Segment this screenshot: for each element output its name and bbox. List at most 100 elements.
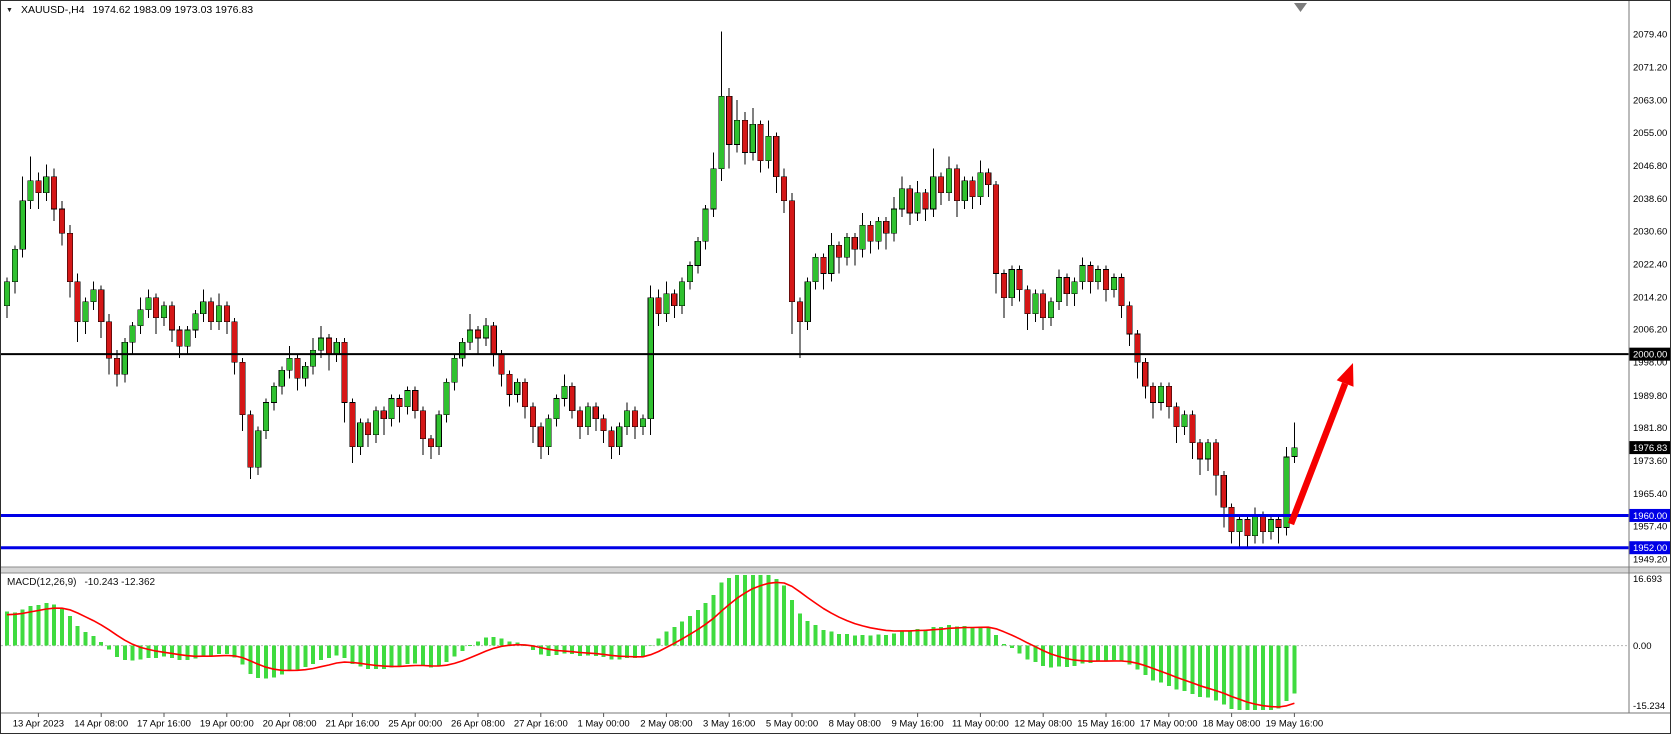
price-tag-2000.00: 2000.00 bbox=[1629, 347, 1670, 361]
candle bbox=[576, 410, 584, 428]
macd-bar bbox=[162, 645, 166, 657]
macd-bar bbox=[468, 645, 473, 646]
candle bbox=[372, 410, 380, 436]
symbol-period-text: XAUUSD-,H4 bbox=[20, 4, 85, 16]
macd-bar bbox=[279, 645, 284, 675]
macd-bar bbox=[994, 635, 999, 646]
candle bbox=[718, 95, 725, 169]
macd-bar bbox=[319, 645, 323, 660]
macd-name: MACD(12,26,9) bbox=[7, 577, 77, 588]
symbol-dropdown-icon[interactable]: ▼ bbox=[6, 6, 13, 14]
macd-bar bbox=[169, 645, 174, 658]
macd-bar bbox=[1166, 645, 1171, 686]
candle bbox=[969, 180, 976, 198]
candle bbox=[82, 301, 89, 323]
macd-tick-label: 16.693 bbox=[1633, 574, 1662, 585]
candle bbox=[1228, 507, 1235, 532]
candle bbox=[859, 224, 866, 250]
trend-arrow-head[interactable] bbox=[1336, 363, 1354, 387]
macd-bar bbox=[366, 645, 371, 670]
macd-bar bbox=[829, 631, 834, 646]
time-tick-label: 1 May 00:00 bbox=[577, 719, 629, 730]
candle bbox=[655, 297, 662, 315]
time-tick-label: 13 Apr 2023 bbox=[13, 719, 64, 730]
macd-bar bbox=[358, 645, 363, 667]
macd-bar bbox=[742, 574, 747, 646]
macd-bar bbox=[1245, 645, 1250, 710]
macd-bar bbox=[931, 627, 936, 646]
macd-bar bbox=[672, 626, 677, 646]
svg-text:1960.00: 1960.00 bbox=[1633, 511, 1667, 522]
candle bbox=[467, 329, 474, 343]
time-tick-label: 12 May 08:00 bbox=[1014, 719, 1072, 730]
macd-bar bbox=[20, 609, 25, 646]
price-tick-label: 2055.00 bbox=[1633, 128, 1667, 139]
candle bbox=[1024, 289, 1031, 315]
macd-bar bbox=[1151, 645, 1156, 681]
macd-bar bbox=[648, 645, 653, 647]
macd-bar bbox=[146, 645, 151, 658]
macd-bar bbox=[452, 645, 457, 657]
macd-bar bbox=[1261, 645, 1265, 710]
candle bbox=[1275, 519, 1282, 528]
macd-bar bbox=[428, 645, 433, 668]
candle bbox=[616, 426, 623, 448]
macd-indicator-label: MACD(12,26,9) -10.243 -12.362 bbox=[7, 577, 155, 588]
price-tick-label: 1973.60 bbox=[1633, 456, 1667, 467]
macd-bar bbox=[1119, 645, 1124, 662]
macd-bar bbox=[499, 638, 504, 646]
macd-bar bbox=[821, 629, 826, 646]
macd-bar bbox=[719, 582, 724, 646]
price-tick-label: 1965.40 bbox=[1633, 489, 1667, 500]
macd-bar bbox=[1284, 645, 1289, 701]
pane-splitter[interactable] bbox=[1, 567, 1671, 573]
price-tick-label: 1998.00 bbox=[1633, 358, 1667, 369]
candle bbox=[11, 249, 18, 282]
candle bbox=[168, 305, 175, 331]
macd-bar bbox=[107, 645, 112, 650]
macd-bar bbox=[1001, 643, 1006, 646]
candle bbox=[19, 200, 26, 250]
price-axis[interactable]: 2079.40 2071.20 2063.00 2055.00 2046.80 2038.… bbox=[1633, 30, 1667, 713]
candle bbox=[51, 176, 58, 210]
macd-tick-label: 0.00 bbox=[1633, 641, 1652, 652]
candle bbox=[74, 281, 81, 323]
macd-bar bbox=[483, 637, 488, 646]
candle bbox=[890, 208, 898, 234]
candle bbox=[176, 329, 183, 347]
macd-bar bbox=[138, 645, 143, 660]
candle bbox=[459, 341, 466, 359]
macd-bar bbox=[413, 645, 418, 664]
time-axis[interactable]: 13 Apr 2023 14 Apr 08:00 17 Apr 16:00 19 Ap… bbox=[13, 713, 1323, 730]
candle bbox=[553, 398, 560, 419]
macd-bar bbox=[695, 610, 700, 646]
price-tick-label: 2006.20 bbox=[1633, 325, 1667, 336]
trend-arrow[interactable] bbox=[1287, 363, 1354, 526]
candle bbox=[569, 386, 576, 411]
candle bbox=[1220, 474, 1227, 508]
macd-bar bbox=[264, 645, 269, 679]
macd-bar bbox=[122, 645, 127, 660]
trend-arrow-shaft[interactable] bbox=[1287, 382, 1349, 526]
macd-bar bbox=[805, 620, 810, 646]
candle bbox=[310, 349, 317, 367]
macd-bar bbox=[295, 645, 300, 670]
chart-shift-marker[interactable] bbox=[1294, 3, 1307, 12]
macd-bar bbox=[1096, 645, 1101, 661]
candle bbox=[647, 297, 654, 419]
candle bbox=[1189, 414, 1196, 444]
candle bbox=[27, 180, 34, 202]
macd-bar bbox=[436, 645, 441, 667]
macd-bar bbox=[114, 645, 119, 657]
macd-bar bbox=[962, 626, 967, 646]
time-tick-label: 5 May 00:00 bbox=[766, 719, 818, 730]
candle bbox=[1150, 386, 1157, 403]
macd-bar bbox=[1229, 645, 1234, 709]
candle bbox=[200, 301, 207, 315]
candle bbox=[1126, 305, 1133, 335]
macd-indicator[interactable] bbox=[1, 574, 1629, 710]
macd-bar bbox=[907, 630, 912, 646]
price-tag-1952.00: 1952.00 bbox=[1629, 541, 1670, 555]
macd-bar bbox=[216, 645, 221, 655]
